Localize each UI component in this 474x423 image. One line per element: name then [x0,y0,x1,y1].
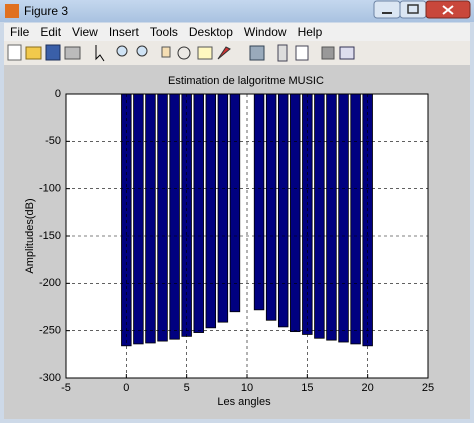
toolbar [4,41,470,65]
link-button[interactable] [249,45,265,61]
bar [205,93,217,329]
menu-item[interactable]: Tools [149,25,178,39]
datacursor-button[interactable] [197,46,213,60]
brush-button[interactable] [217,46,231,60]
new-button[interactable] [7,44,22,61]
y-tick-label: -250 [39,325,61,337]
x-tick-label: 10 [241,382,253,394]
zoom-out-button[interactable] [136,45,148,57]
bar [217,93,229,323]
rotate-button[interactable] [177,46,191,60]
show-tools-button[interactable] [339,46,355,60]
bar [326,93,337,341]
x-tick-label: 20 [362,382,374,394]
y-axis-label: Amplitudes(dB) [24,198,36,273]
window-buttons [373,0,471,19]
x-tick-label: -5 [61,382,71,394]
print-button[interactable] [64,46,81,60]
bar [314,93,325,339]
y-tick-label: 0 [55,88,61,100]
bar [338,93,349,343]
y-tick-label: -50 [45,135,61,147]
bar [350,93,361,345]
save-button[interactable] [45,44,61,61]
bar [145,93,156,344]
y-tick-label: -100 [39,183,61,195]
x-axis-label: Les angles [217,396,271,408]
app-icon [5,4,19,18]
colorbar-button[interactable] [277,44,288,62]
minimize-button[interactable] [373,0,401,19]
menu-item[interactable]: Insert [108,25,139,39]
bar [169,93,180,340]
legend-button[interactable] [295,45,309,61]
menu-item[interactable]: Edit [40,25,62,39]
menu-item[interactable]: Desktop [188,25,233,39]
axes-box [65,93,429,379]
pan-button[interactable] [161,46,171,58]
title-bar: Figure 3 [0,0,474,22]
y-tick-label: -300 [39,372,61,384]
chart: Estimation de lalgoritme MUSIC Les angle… [4,65,470,419]
menu-item[interactable]: View [72,25,98,39]
y-tick-label: -200 [39,277,61,289]
toolbar-icons [7,44,355,62]
bar [133,93,144,345]
menu-bar: File Edit View Insert Tools Desktop Window Help [4,23,470,41]
bar [265,93,277,321]
bar [277,93,289,328]
bar [157,93,168,342]
hide-tools-button[interactable] [321,46,335,60]
bar [290,93,301,333]
edit-button[interactable] [95,45,105,62]
bar [229,93,241,313]
open-button[interactable] [25,46,42,60]
x-tick-label: 25 [422,382,434,394]
y-tick-label: -150 [39,230,61,242]
bar [253,93,265,311]
menu-item[interactable]: Window [243,25,287,39]
x-tick-label: 0 [123,382,129,394]
x-tick-label: 5 [184,382,190,394]
menu-item[interactable]: Help [297,25,323,39]
chart-title: Estimation de lalgoritme MUSIC [168,75,324,87]
maximize-button[interactable] [399,0,427,19]
menu-item[interactable]: File [10,25,30,39]
window-title: Figure 3 [24,4,69,18]
bar [193,93,204,333]
x-tick-label: 15 [301,382,313,394]
zoom-in-button[interactable] [116,45,128,57]
